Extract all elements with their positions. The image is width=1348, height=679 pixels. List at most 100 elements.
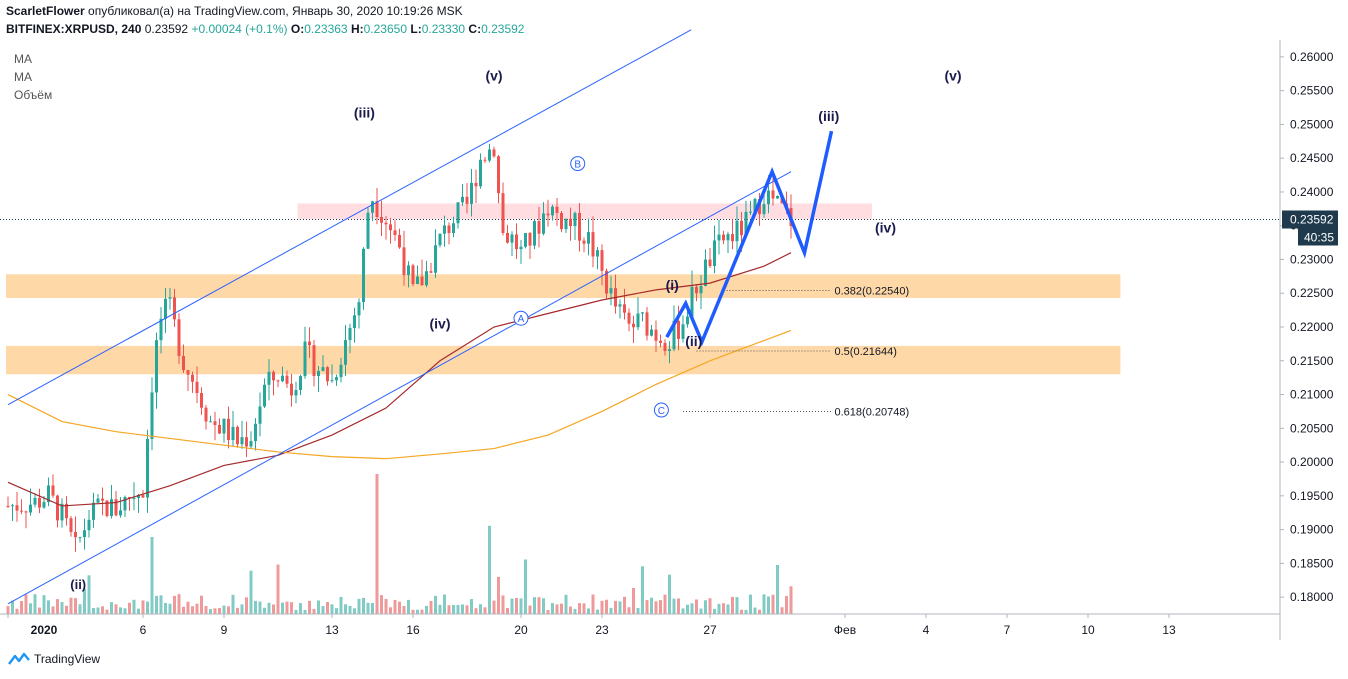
candle-body-112 xyxy=(510,234,514,243)
y-tick-label-16: 0.18000 xyxy=(1290,590,1334,604)
author-name[interactable]: ScarletFlower xyxy=(6,4,85,18)
volume-bar-173 xyxy=(785,595,788,614)
candle-body-169 xyxy=(767,190,770,205)
candle-body-155 xyxy=(704,259,707,286)
volume-bar-129 xyxy=(587,608,590,614)
zone-rect-1 xyxy=(6,274,1121,298)
candle-body-45 xyxy=(209,421,212,423)
y-tick-label-3: 0.24500 xyxy=(1290,151,1334,165)
y-tick-label-10: 0.21000 xyxy=(1290,388,1334,402)
volume-bar-33 xyxy=(155,595,158,614)
candle-body-154 xyxy=(699,285,703,294)
candle-body-80 xyxy=(366,212,370,249)
volume-bar-17 xyxy=(83,588,86,614)
candle-body-76 xyxy=(348,327,352,341)
candle-body-149 xyxy=(677,320,680,339)
candle-body-41 xyxy=(191,374,194,382)
ohlc-low: 0.23330 xyxy=(421,22,466,36)
volume-bar-71 xyxy=(326,602,329,614)
zones-layer xyxy=(6,203,1121,375)
candle-body-23 xyxy=(110,499,113,517)
candle-body-20 xyxy=(96,498,100,503)
candle-body-170 xyxy=(771,190,775,199)
volume-bar-119 xyxy=(542,598,545,614)
x-tick-label-5: 20 xyxy=(514,623,528,637)
candle-body-114 xyxy=(519,246,523,250)
candle-body-138 xyxy=(627,312,631,324)
volume-bar-128 xyxy=(582,603,586,614)
volume-bar-25 xyxy=(119,607,122,614)
x-tick-label-7: 27 xyxy=(703,623,717,637)
volume-bar-12 xyxy=(60,602,64,614)
y-tick-label-8: 0.22000 xyxy=(1290,320,1334,334)
candle-body-134 xyxy=(609,288,613,294)
y-tick-label-12: 0.20000 xyxy=(1290,455,1334,469)
price-chart[interactable]: 0.382(0.22540) 0.5(0.21644) 0.618(0.20748)… xyxy=(0,0,1348,645)
circle-label-ring-2 xyxy=(653,402,669,418)
candle-body-18 xyxy=(87,519,91,531)
candle-body-125 xyxy=(569,218,572,227)
circle-label-ring-0 xyxy=(570,156,586,172)
wave-label-0: (ii) xyxy=(70,577,86,592)
candle-body-52 xyxy=(240,437,244,445)
candle-body-77 xyxy=(353,315,356,328)
y-tick-label-7: 0.22500 xyxy=(1290,286,1334,300)
volume-bar-53 xyxy=(245,597,248,614)
candle-body-163 xyxy=(740,220,743,236)
volume-bar-76 xyxy=(348,605,352,614)
volume-bar-157 xyxy=(713,608,716,614)
candle-body-37 xyxy=(173,297,176,320)
indicator-ma-2[interactable]: MA xyxy=(14,70,32,84)
volume-bar-70 xyxy=(321,606,325,614)
candle-body-165 xyxy=(749,211,752,213)
candle-body-92 xyxy=(420,276,424,286)
volume-bar-46 xyxy=(213,608,217,614)
tradingview-logo[interactable]: TradingView xyxy=(8,652,100,666)
candle-body-69 xyxy=(317,371,320,377)
candle-body-65 xyxy=(299,376,302,391)
candle-body-14 xyxy=(69,518,73,533)
candle-body-64 xyxy=(294,390,298,396)
volume-bar-113 xyxy=(515,597,518,614)
volume-bar-130 xyxy=(591,594,595,614)
candle-body-4 xyxy=(24,511,28,513)
candle-body-117 xyxy=(533,221,536,246)
candle-body-62 xyxy=(285,375,289,384)
x-tick-label-1: 6 xyxy=(140,623,147,637)
volume-bar-19 xyxy=(92,607,95,614)
volume-bar-73 xyxy=(335,608,338,614)
candle-body-21 xyxy=(101,498,104,501)
volume-bar-9 xyxy=(47,600,50,614)
ma-line-0 xyxy=(7,252,792,507)
candle-body-46 xyxy=(213,421,217,425)
y-tick-label-14: 0.19000 xyxy=(1290,523,1334,537)
volume-bar-4 xyxy=(24,594,28,614)
volume-bar-66 xyxy=(303,609,307,614)
volume-bar-103 xyxy=(470,599,473,614)
volume-bar-56 xyxy=(258,601,262,614)
wave-projection-layer xyxy=(665,130,834,347)
candle-body-123 xyxy=(560,212,563,230)
indicator-volume[interactable]: Объём xyxy=(14,88,53,102)
candle-body-26 xyxy=(123,496,127,511)
candle-body-61 xyxy=(281,375,284,382)
candle-body-33 xyxy=(155,340,158,393)
candle-body-166 xyxy=(753,198,757,212)
volume-bar-98 xyxy=(447,605,451,614)
channel-layer xyxy=(7,29,792,605)
y-tick-label-11: 0.20500 xyxy=(1290,421,1334,435)
indicator-ma-1[interactable]: MA xyxy=(14,52,32,66)
candle-body-53 xyxy=(245,437,248,447)
candle-body-126 xyxy=(573,212,577,227)
candle-body-94 xyxy=(429,271,433,273)
volume-bar-36 xyxy=(168,603,172,614)
tradingview-logo-icon xyxy=(8,652,30,665)
candle-body-66 xyxy=(303,341,307,377)
volume-bar-16 xyxy=(78,604,82,614)
candle-body-159 xyxy=(722,234,725,241)
price-tag-value: 0.23592 xyxy=(1290,212,1334,226)
volume-bar-6 xyxy=(33,594,37,614)
volume-bar-60 xyxy=(276,564,280,614)
volume-bar-35 xyxy=(164,602,167,614)
volume-bar-104 xyxy=(474,608,478,614)
